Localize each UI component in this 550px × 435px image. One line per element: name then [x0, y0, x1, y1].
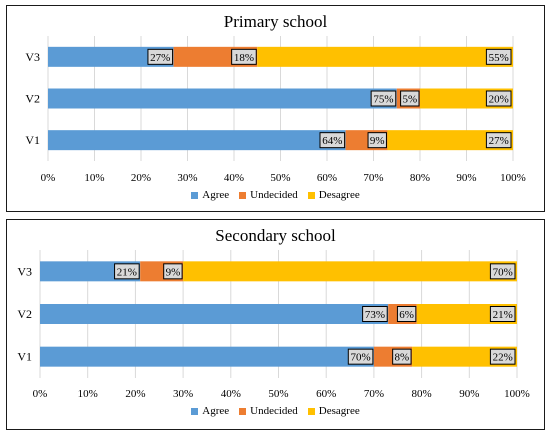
x-tick-label: 50% [270, 172, 290, 184]
legend-label-agree: Agree [202, 189, 230, 201]
data-label-box [485, 90, 512, 107]
data-label-box [347, 348, 374, 365]
bar-segment-desagree [183, 261, 517, 282]
x-tick-label: 10% [84, 172, 104, 184]
data-label: 6% [399, 309, 414, 321]
legend-item-desagree: Desagree [307, 189, 360, 201]
data-label-box [392, 348, 412, 365]
data-label-box [319, 132, 346, 149]
chart-panel-primary: Primary school 0% 10% 20% 30% 40% 50% 60% 70% 80… [6, 5, 545, 212]
x-tick-label: 40% [221, 388, 241, 400]
x-tick-label: 80% [410, 172, 430, 184]
data-label: 75% [373, 94, 393, 106]
legend-label-desagree: Desagree [318, 189, 360, 201]
data-label: 8% [395, 352, 410, 364]
y-category-label: V2 [25, 92, 40, 106]
y-category-label: V3 [25, 50, 40, 64]
data-label-box [489, 263, 516, 280]
x-tick-label: 60% [317, 172, 337, 184]
data-label-box [163, 263, 183, 280]
x-tick-label: 80% [412, 388, 432, 400]
data-label-box [370, 90, 397, 107]
x-tick-label: 0% [33, 388, 48, 400]
data-label: 27% [489, 135, 509, 147]
chart-plot-primary: 0% 10% 20% 30% 40% 50% 60% 70% 80% 90% 100% V3 27% 18… [25, 36, 526, 184]
x-tick-label: 100% [504, 388, 530, 400]
x-tick-label: 20% [131, 172, 151, 184]
legend-swatch-agree [191, 191, 199, 199]
bar-segment-agree [48, 46, 174, 67]
legend-item-undecided: Undecided [239, 189, 298, 201]
chart-legend: Agree Undecided Desagree [7, 405, 544, 417]
legend-label-agree: Agree [202, 405, 230, 417]
legend-label-undecided: Undecided [250, 189, 298, 201]
data-label: 55% [489, 52, 509, 64]
x-tick-label: 90% [459, 388, 479, 400]
data-label-box [114, 263, 140, 280]
y-category-label: V1 [17, 350, 32, 364]
legend-swatch-undecided [239, 191, 247, 199]
bar-segment-agree [48, 130, 346, 151]
chart-title: Secondary school [215, 226, 336, 245]
chart-legend: Agree Undecided Desagree [7, 189, 544, 201]
legend-label-undecided: Undecided [250, 405, 298, 417]
legend-swatch-desagree [307, 407, 315, 415]
bar-segment-agree [40, 304, 389, 324]
y-category-label: V2 [17, 307, 32, 321]
x-tick-label: 30% [173, 388, 193, 400]
data-label-box [362, 306, 388, 322]
x-tick-label: 70% [364, 388, 384, 400]
legend-item-agree: Agree [191, 405, 229, 417]
data-label: 20% [489, 94, 509, 106]
x-tick-label: 100% [500, 172, 526, 184]
chart-plot-secondary: 0% 10% 20% 30% 40% 50% 60% 70% 80% 90% 100% V3 21% 9%… [17, 250, 530, 400]
data-label: 22% [493, 352, 513, 364]
data-label: 9% [370, 135, 385, 147]
legend-item-agree: Agree [191, 189, 229, 201]
x-tick-label: 10% [78, 388, 98, 400]
data-label-box [400, 90, 420, 107]
legend-item-desagree: Desagree [307, 405, 360, 417]
data-label: 21% [493, 309, 513, 321]
x-tick-label: 20% [125, 388, 145, 400]
x-tick-label: 70% [363, 172, 383, 184]
data-label-box [485, 132, 512, 149]
data-label: 27% [150, 52, 170, 64]
data-label-box [367, 132, 387, 149]
chart-panel-secondary: Secondary school 0% 10% 20% 30% 40% 50% 60% 70%… [6, 219, 545, 430]
data-label-box [396, 306, 417, 322]
data-label-box [489, 306, 516, 322]
data-label: 21% [117, 266, 137, 278]
data-label: 64% [322, 135, 342, 147]
x-tick-label: 90% [456, 172, 476, 184]
x-tick-label: 0% [41, 172, 56, 184]
x-tick-label: 30% [177, 172, 197, 184]
data-label: 18% [234, 52, 254, 64]
legend-swatch-desagree [307, 191, 315, 199]
bar-segment-agree [48, 88, 397, 109]
data-label: 9% [166, 266, 181, 278]
x-tick-label: 60% [316, 388, 336, 400]
y-category-label: V3 [17, 264, 32, 278]
data-label: 5% [402, 94, 417, 106]
chart-title: Primary school [223, 12, 328, 31]
bar-segment-desagree [257, 46, 513, 67]
bar-segment-agree [40, 346, 374, 367]
data-label-box [485, 48, 512, 65]
legend-item-undecided: Undecided [239, 405, 298, 417]
legend-swatch-undecided [239, 407, 247, 415]
data-label-box [147, 48, 174, 65]
legend-swatch-agree [191, 407, 199, 415]
data-label-box [489, 348, 516, 365]
data-label: 70% [351, 352, 371, 364]
data-label: 70% [493, 266, 513, 278]
data-label: 73% [365, 309, 385, 321]
legend-label-desagree: Desagree [318, 405, 360, 417]
data-label-box [231, 48, 257, 65]
bar-segment-desagree [387, 130, 513, 151]
x-tick-label: 40% [224, 172, 244, 184]
y-category-label: V1 [25, 133, 40, 147]
x-tick-label: 50% [268, 388, 288, 400]
